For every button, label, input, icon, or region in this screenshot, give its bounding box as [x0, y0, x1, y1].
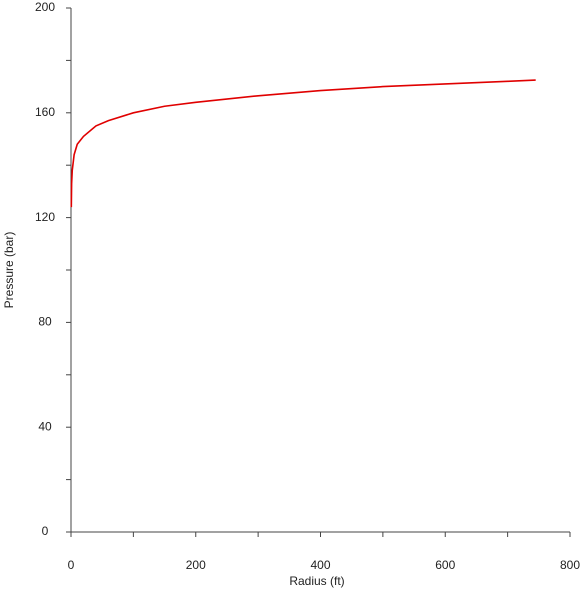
x-tick-label: 200: [186, 558, 206, 572]
y-tick-label: 120: [35, 210, 55, 224]
x-tick-label: 400: [310, 558, 330, 572]
y-tick-label: 160: [35, 105, 55, 119]
data-line: [70, 79, 536, 208]
x-tick-label: 600: [435, 558, 455, 572]
x-axis-label: Radius (ft): [289, 574, 344, 588]
y-tick-label: 0: [42, 524, 49, 538]
y-tick-label: 200: [35, 0, 55, 14]
y-axis-label: Pressure (bar): [2, 232, 16, 309]
y-tick-label: 40: [38, 419, 52, 433]
y-tick-label: 80: [38, 315, 52, 329]
x-tick-label: 800: [560, 558, 580, 572]
x-tick-label: 0: [68, 558, 75, 572]
